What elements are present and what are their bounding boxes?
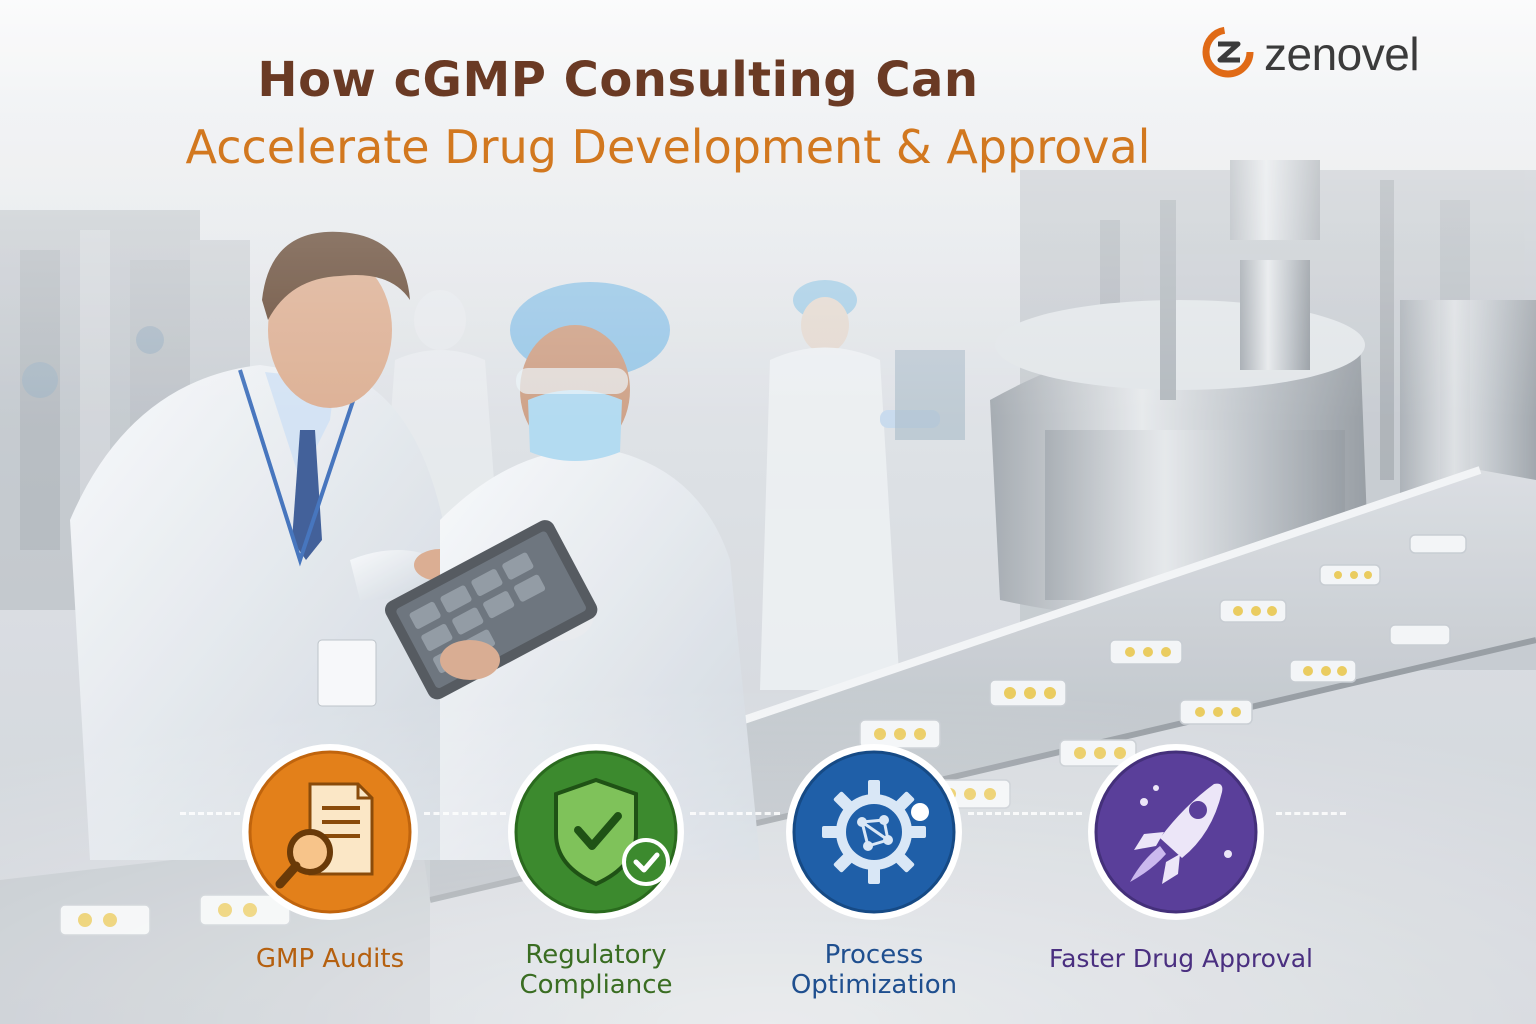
faster-drug-approval-label: Faster Drug Approval <box>1049 944 1313 973</box>
gmp-audits-badge[interactable] <box>240 742 420 922</box>
page-title-line2: Accelerate Drug Development & Approval <box>185 120 1151 174</box>
brand-logo[interactable]: zenovel <box>1200 24 1420 85</box>
regulatory-compliance-line2: Compliance <box>519 970 673 1000</box>
rocket-icon <box>1088 744 1264 920</box>
process-optimization-label: Process Optimization <box>764 940 984 1000</box>
shield-check-icon <box>508 744 684 920</box>
regulatory-compliance-line1: Regulatory <box>525 940 667 970</box>
page-title-line1: How cGMP Consulting Can <box>257 52 979 108</box>
process-optimization-badge[interactable] <box>784 742 964 922</box>
connector-line <box>968 812 1082 815</box>
regulatory-compliance-label: Regulatory Compliance <box>486 940 706 1000</box>
document-magnifier-icon <box>242 744 418 920</box>
process-optimization-line2: Optimization <box>790 970 958 1000</box>
connector-line <box>1276 812 1346 815</box>
connector-line <box>424 812 506 815</box>
process-optimization-line1: Process <box>824 940 924 970</box>
gmp-audits-label: GMP Audits <box>255 944 405 974</box>
connector-line <box>690 812 780 815</box>
regulatory-compliance-badge[interactable] <box>506 742 686 922</box>
brand-name: zenovel <box>1264 28 1420 80</box>
connector-line <box>180 812 240 815</box>
gear-network-icon <box>786 744 962 920</box>
faster-drug-approval-badge[interactable] <box>1086 742 1266 922</box>
zenovel-logo-icon <box>1200 24 1256 85</box>
